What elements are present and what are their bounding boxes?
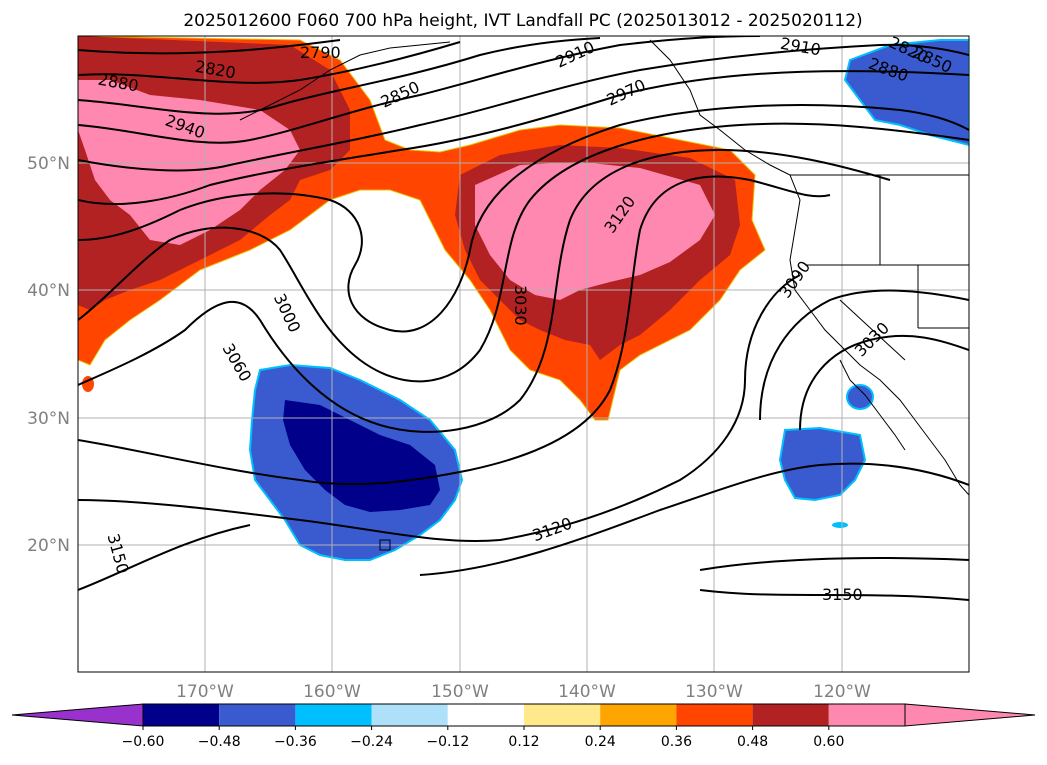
map-frame <box>77 35 970 673</box>
colorbar-segment <box>295 704 372 726</box>
lat-label: 30°N <box>27 409 70 429</box>
lon-label: 120°W <box>813 682 871 702</box>
colorbar-segment <box>752 704 829 726</box>
colorbar-segment <box>600 704 677 726</box>
contour-label: 3150 <box>822 585 863 604</box>
colorbar-under-extension <box>11 703 144 727</box>
negative-region-baja-blob <box>846 384 874 410</box>
colorbar-segment <box>447 704 524 726</box>
contour-label: 2910 <box>779 34 822 60</box>
lat-label: 50°N <box>27 154 70 174</box>
contour-label: 3030 <box>511 285 530 326</box>
colorbar-tick-label: −0.60 <box>122 734 165 750</box>
colorbar-tick-label: 0.24 <box>585 734 616 750</box>
north-america-coast <box>649 39 969 496</box>
height-contours <box>78 36 969 601</box>
latitude-labels: 50°N 40°N 30°N 20°N <box>27 154 70 556</box>
colorbar-tick-label: −0.36 <box>274 734 317 750</box>
map-panel: 2790 2820 2880 2940 2850 2910 2970 2910 … <box>78 34 969 672</box>
plot-title: 2025012600 F060 700 hPa height, IVT Land… <box>183 11 862 31</box>
colorbar-tick-label: 0.60 <box>813 734 844 750</box>
colorbar-tick-label: −0.48 <box>198 734 241 750</box>
positive-anomaly-regions <box>78 36 766 421</box>
alaska-coast <box>239 41 451 121</box>
colorbar-tick-label: 0.48 <box>737 734 768 750</box>
colorbar-tick-label: −0.24 <box>350 734 393 750</box>
lon-label: 160°W <box>303 682 361 702</box>
lon-label: 170°W <box>176 682 234 702</box>
island-hawaii <box>379 539 391 551</box>
colorbar-tick-label: 0.36 <box>661 734 692 750</box>
baja-coast <box>839 359 906 451</box>
gridlines <box>78 36 969 672</box>
colorbar-segment <box>219 704 296 726</box>
colorbar-segment <box>524 704 601 726</box>
longitude-labels: 170°W 160°W 150°W 140°W 130°W 120°W <box>176 682 871 702</box>
contour-label: 2790 <box>300 43 341 62</box>
colorbar-segment <box>676 704 753 726</box>
lat-label: 40°N <box>27 281 70 301</box>
positive-region-center-pink <box>475 162 715 300</box>
negative-region-hawaii-navy <box>283 400 440 512</box>
colorbar-segment <box>143 704 220 726</box>
colorbar-tick-label: −0.12 <box>426 734 469 750</box>
state-border-5 <box>839 299 906 361</box>
colorbar-over-extension <box>904 703 1036 727</box>
lon-label: 140°W <box>558 682 616 702</box>
colorbar-segment <box>371 704 448 726</box>
colorbar-segment <box>828 704 905 726</box>
lon-label: 130°W <box>685 682 743 702</box>
colorbar-tick-label: 0.12 <box>508 734 539 750</box>
negative-anomaly-regions <box>248 39 969 561</box>
lon-label: 150°W <box>431 682 489 702</box>
lat-label: 20°N <box>27 536 70 556</box>
colorbar: −0.60 −0.48 −0.36 −0.24 −0.12 0.12 0.24 0.36 0.4… <box>11 703 1036 750</box>
coastlines <box>239 39 969 551</box>
